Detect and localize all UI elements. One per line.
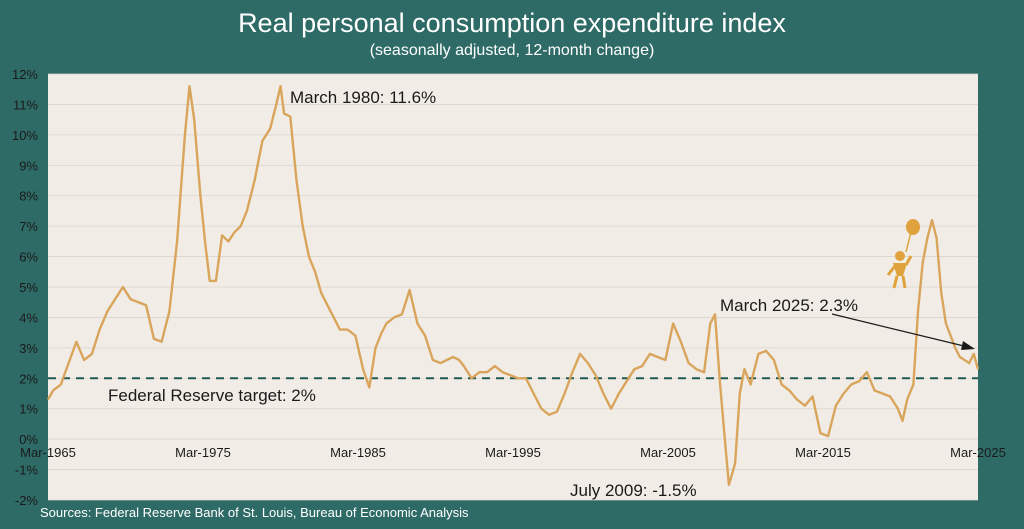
y-tick-label: 3% bbox=[19, 341, 38, 356]
y-tick-label: 1% bbox=[19, 402, 38, 417]
y-tick-label: 5% bbox=[19, 280, 38, 295]
x-axis-tick-labels: Mar-1965 Mar-1975 Mar-1985 Mar-1995 Mar-2005… bbox=[20, 445, 1006, 460]
y-tick-label: -2% bbox=[15, 493, 39, 508]
y-tick-label: 6% bbox=[19, 250, 38, 265]
x-tick-label: Mar-1995 bbox=[485, 445, 541, 460]
x-tick-label: Mar-1985 bbox=[330, 445, 386, 460]
y-tick-label: 8% bbox=[19, 189, 38, 204]
y-tick-label: 9% bbox=[19, 158, 38, 173]
chart-subtitle: (seasonally adjusted, 12-month change) bbox=[369, 42, 655, 59]
y-tick-label: 0% bbox=[19, 432, 38, 447]
y-tick-label: -1% bbox=[15, 463, 39, 478]
y-tick-label: 10% bbox=[12, 128, 38, 143]
fed-target-label: Federal Reserve target: 2% bbox=[108, 386, 316, 405]
pce-series-line bbox=[46, 84, 980, 486]
person-with-balloon-icon bbox=[886, 219, 920, 289]
y-tick-label: 2% bbox=[19, 371, 38, 386]
source-note: Sources: Federal Reserve Bank of St. Lou… bbox=[40, 505, 469, 520]
x-tick-label: Mar-1965 bbox=[20, 445, 76, 460]
x-tick-label: Mar-2005 bbox=[640, 445, 696, 460]
y-tick-label: 4% bbox=[19, 310, 38, 325]
annotation-july-2009: July 2009: -1.5% bbox=[570, 481, 697, 500]
y-axis-tick-labels: -2% -1% 0% 1% 2% 3% 4% 5% 6% 7% 8% 9% 10% 11% 12% bbox=[12, 67, 38, 508]
y-tick-label: 11% bbox=[13, 97, 38, 112]
x-tick-label: Mar-1975 bbox=[175, 445, 231, 460]
chart-title: Real personal consumption expenditure in… bbox=[238, 8, 786, 38]
y-tick-label: 7% bbox=[19, 219, 38, 234]
annotation-march-1980: March 1980: 11.6% bbox=[290, 88, 436, 107]
x-tick-label: Mar-2015 bbox=[795, 445, 851, 460]
y-tick-label: 12% bbox=[12, 67, 38, 82]
x-tick-label: Mar-2025 bbox=[950, 445, 1006, 460]
annotation-march-2025: March 2025: 2.3% bbox=[720, 296, 858, 315]
annotation-arrow bbox=[831, 313, 975, 350]
